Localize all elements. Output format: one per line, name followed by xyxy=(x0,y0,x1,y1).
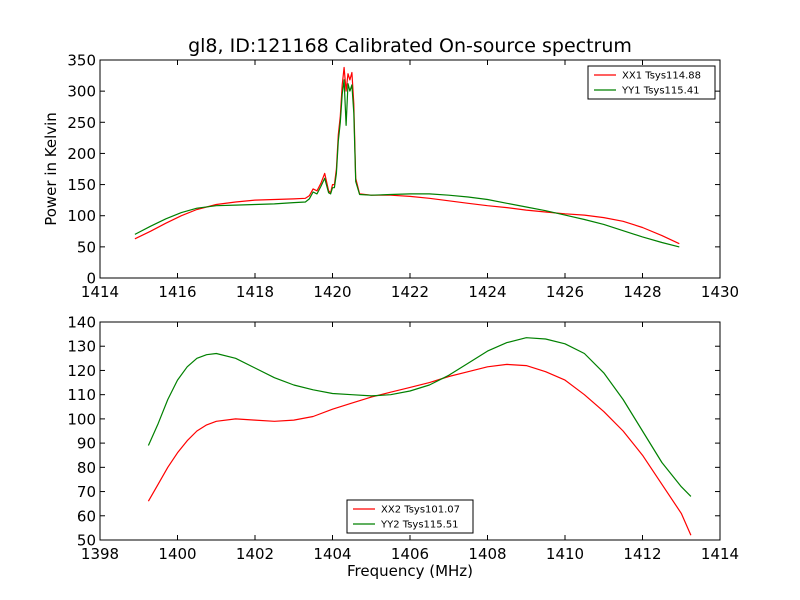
y-tick-label: 250 xyxy=(67,114,96,132)
y-tick-label: 60 xyxy=(77,507,96,525)
legend-box xyxy=(346,499,474,534)
x-axis-label: Frequency (MHz) xyxy=(347,562,473,580)
y-tick-label: 110 xyxy=(67,386,96,404)
x-tick-label: 1412 xyxy=(623,545,661,563)
x-tick-label: 1408 xyxy=(468,545,506,563)
y-tick-label: 50 xyxy=(77,532,96,550)
y-tick-label: 300 xyxy=(67,83,96,101)
y-tick-label: 150 xyxy=(67,176,96,194)
bottom-panel: 1398 1400 1402 1404 1406 1408 1410 1412 1414 50 60… xyxy=(67,314,739,581)
y-tick-label: 50 xyxy=(77,238,96,256)
x-tick-label: 1418 xyxy=(236,283,274,301)
x-tick-label: 1424 xyxy=(468,283,506,301)
y-axis-label: Power in Kelvin xyxy=(42,112,60,226)
y-tick-label: 120 xyxy=(67,362,96,380)
x-tick-label: 1404 xyxy=(313,545,351,563)
series-line-yy2 xyxy=(147,337,692,497)
y-tick-label: 100 xyxy=(67,410,96,428)
x-tick-label: 1416 xyxy=(158,283,196,301)
x-tick-label: 1410 xyxy=(546,545,584,563)
legend-label: YY2 Tsys115.51 xyxy=(380,520,459,531)
legend-label: XX1 Tsys114.88 xyxy=(622,71,701,82)
x-tick-label: 1422 xyxy=(391,283,429,301)
x-tick-label: 1406 xyxy=(391,545,429,563)
legend-label: YY1 Tsys115.41 xyxy=(621,86,700,97)
x-tick-label: 1414 xyxy=(81,283,119,301)
top-panel: 1414 1416 1418 1420 1422 1424 1426 1428 1430 0 50 1… xyxy=(42,52,739,302)
y-tick-label: 350 xyxy=(67,52,96,70)
y-tick-label: 140 xyxy=(67,314,96,332)
legend: XX1 Tsys114.88 YY1 Tsys115.41 xyxy=(587,65,716,100)
x-tick-label: 1400 xyxy=(158,545,196,563)
y-tick-label: 90 xyxy=(77,435,96,453)
legend-label: XX2 Tsys101.07 xyxy=(381,505,460,516)
x-tick-label: 1430 xyxy=(701,283,739,301)
x-tick-label: 1402 xyxy=(236,545,274,563)
y-tick-label: 100 xyxy=(67,207,96,225)
y-tick-label: 0 xyxy=(86,270,96,288)
legend-box xyxy=(587,65,716,100)
x-tick-label: 1414 xyxy=(701,545,739,563)
y-tick-label: 80 xyxy=(77,459,96,477)
y-tick-label: 200 xyxy=(67,145,96,163)
x-tick-label: 1428 xyxy=(623,283,661,301)
x-tick-label: 1420 xyxy=(313,283,351,301)
chart-title: gl8, ID:121168 Calibrated On-source spec… xyxy=(188,35,632,57)
series-line-xx1 xyxy=(134,66,680,245)
legend: XX2 Tsys101.07 YY2 Tsys115.51 xyxy=(346,499,474,534)
x-tick-label: 1426 xyxy=(546,283,584,301)
series-line-yy1 xyxy=(134,79,680,248)
series-line-xx2 xyxy=(147,363,692,536)
y-tick-label: 70 xyxy=(77,483,96,501)
y-tick-label: 130 xyxy=(67,338,96,356)
x-tick-label: 1398 xyxy=(81,545,119,563)
